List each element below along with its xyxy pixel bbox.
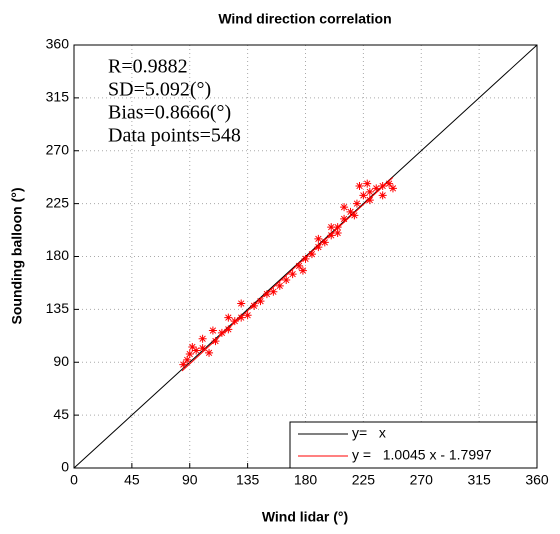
point [188,342,197,351]
point [198,344,207,353]
point [269,287,278,296]
point [224,325,233,334]
legend-label: y= x [352,425,386,441]
point [217,328,226,337]
x-tick-label: 270 [410,472,434,488]
point [183,355,192,364]
annotation: Bias=0.8666(°) [108,102,231,124]
point [179,360,188,369]
point [282,276,291,284]
point [314,234,323,243]
point [262,290,271,299]
point [198,334,207,343]
point [320,238,329,247]
legend-label: y = 1.0045 x - 1.7997 [352,447,492,463]
point [211,337,220,346]
x-tick-label: 90 [182,472,198,488]
x-tick-label: 315 [467,472,491,488]
point [372,184,381,193]
point [314,243,323,252]
point [243,311,252,320]
y-tick-label: 180 [46,247,70,263]
x-tick-label: 45 [124,472,140,488]
x-tick-label: 225 [352,472,376,488]
x-tick-label: 0 [70,472,78,488]
point [385,179,394,188]
legend-box [289,421,538,469]
point [333,223,342,232]
y-tick-label: 360 [46,36,70,52]
point [301,254,310,263]
point [346,207,355,216]
point [327,223,336,232]
annotation: R=0.9882 [108,56,188,78]
point [350,211,359,220]
x-axis-label: Wind lidar (°) [262,509,348,525]
point [307,250,316,259]
x-tick-label: 180 [294,472,318,488]
chart-title: Wind direction correlation [218,11,391,27]
point [237,299,246,308]
annotation: Data points=548 [108,125,241,147]
point [224,313,233,322]
point [365,196,374,205]
point [288,270,297,279]
point [378,182,387,190]
y-tick-label: 270 [46,141,70,157]
point [275,281,284,290]
point [237,313,246,322]
y-tick-label: 135 [46,300,70,316]
point [340,203,349,212]
x-tick-label: 360 [525,472,549,488]
point [327,231,336,240]
point [208,326,217,335]
point [333,229,342,237]
point [365,187,374,196]
point [256,297,265,306]
point [205,348,214,357]
point [352,199,361,208]
point [340,214,349,223]
point [192,346,201,355]
y-axis-label: Sounding balloon (°) [9,187,25,324]
y-tick-label: 90 [53,353,69,369]
point [355,182,364,190]
y-tick-label: 315 [46,89,70,105]
point [295,261,304,270]
y-tick-label: 225 [46,194,70,210]
point [363,179,372,188]
point [378,191,387,200]
y-tick-label: 0 [61,459,69,475]
point [185,350,194,359]
point [230,317,239,326]
point [250,301,259,310]
point [388,184,397,193]
x-tick-label: 135 [236,472,260,488]
annotation: SD=5.092(°) [108,79,211,101]
y-tick-label: 45 [53,406,69,422]
point [359,191,368,200]
point [298,266,307,275]
